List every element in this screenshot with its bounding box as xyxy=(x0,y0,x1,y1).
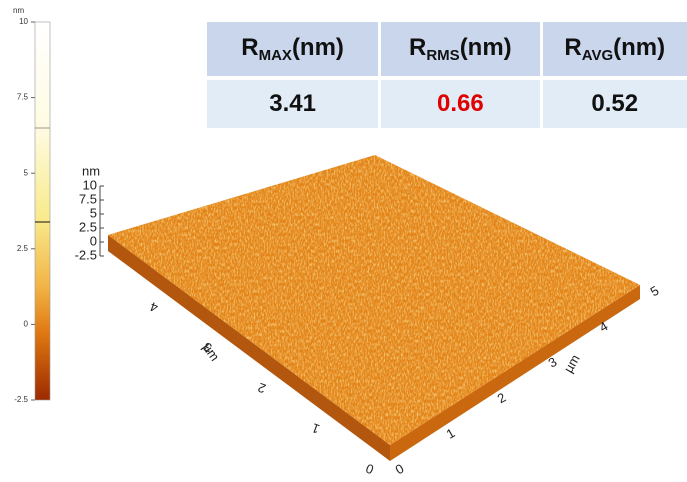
colorbar-unit: nm xyxy=(13,6,24,15)
roughness-table: RMAX(nm) RRMS(nm) RAVG(nm) 3.41 0.66 0.5… xyxy=(204,18,687,132)
y-tick-label: 5 xyxy=(648,283,662,300)
z-tick-label: 10 xyxy=(83,177,97,192)
header-sub: AVG xyxy=(582,47,613,64)
colorbar-tick-label: 7.5 xyxy=(17,93,29,102)
header-main: R xyxy=(409,34,426,61)
y-tick-label: 4 xyxy=(597,318,611,335)
z-tick-label: 7.5 xyxy=(79,191,97,206)
colorbar-tick-label: 2.5 xyxy=(17,244,29,253)
header-unit: (nm) xyxy=(460,34,512,61)
z-axis-unit: nm xyxy=(82,163,100,178)
header-cell: RMAX(nm) xyxy=(207,22,378,76)
header-cell: RAVG(nm) xyxy=(543,22,687,76)
z-tick-label: 2.5 xyxy=(79,219,97,234)
header-cell: RRMS(nm) xyxy=(381,22,539,76)
colorbar xyxy=(35,22,50,400)
figure: nm nm µm µm 107.552.50-2.5107.552.50-2.5… xyxy=(0,0,687,482)
value-cell: 0.52 xyxy=(543,80,687,128)
z-tick-label: 5 xyxy=(90,205,97,220)
z-tick-label: 0 xyxy=(90,233,97,248)
value-cell: 0.66 xyxy=(381,80,539,128)
y-axis-unit: µm xyxy=(561,352,583,375)
value-cell: 3.41 xyxy=(207,80,378,128)
colorbar-tick-label: 10 xyxy=(19,17,28,26)
colorbar-tick-label: 0 xyxy=(24,320,29,329)
x-tick-label: 1 xyxy=(310,420,322,437)
header-main: R xyxy=(564,34,581,61)
header-unit: (nm) xyxy=(292,34,344,61)
y-tick-label: 0 xyxy=(393,461,407,478)
y-tick-label: 3 xyxy=(546,354,560,371)
x-tick-label: 0 xyxy=(364,461,376,478)
x-tick-label: 2 xyxy=(256,380,268,397)
header-sub: MAX xyxy=(259,47,292,64)
z-tick-label: -2.5 xyxy=(75,247,97,262)
colorbar-tick-label: -2.5 xyxy=(14,395,28,404)
y-tick-label: 2 xyxy=(495,390,509,407)
x-tick-label: 4 xyxy=(148,299,160,316)
header-sub: RMS xyxy=(426,47,459,64)
header-main: R xyxy=(241,34,258,61)
header-unit: (nm) xyxy=(613,34,665,61)
y-tick-label: 1 xyxy=(444,425,458,442)
colorbar-tick-label: 5 xyxy=(24,168,29,177)
